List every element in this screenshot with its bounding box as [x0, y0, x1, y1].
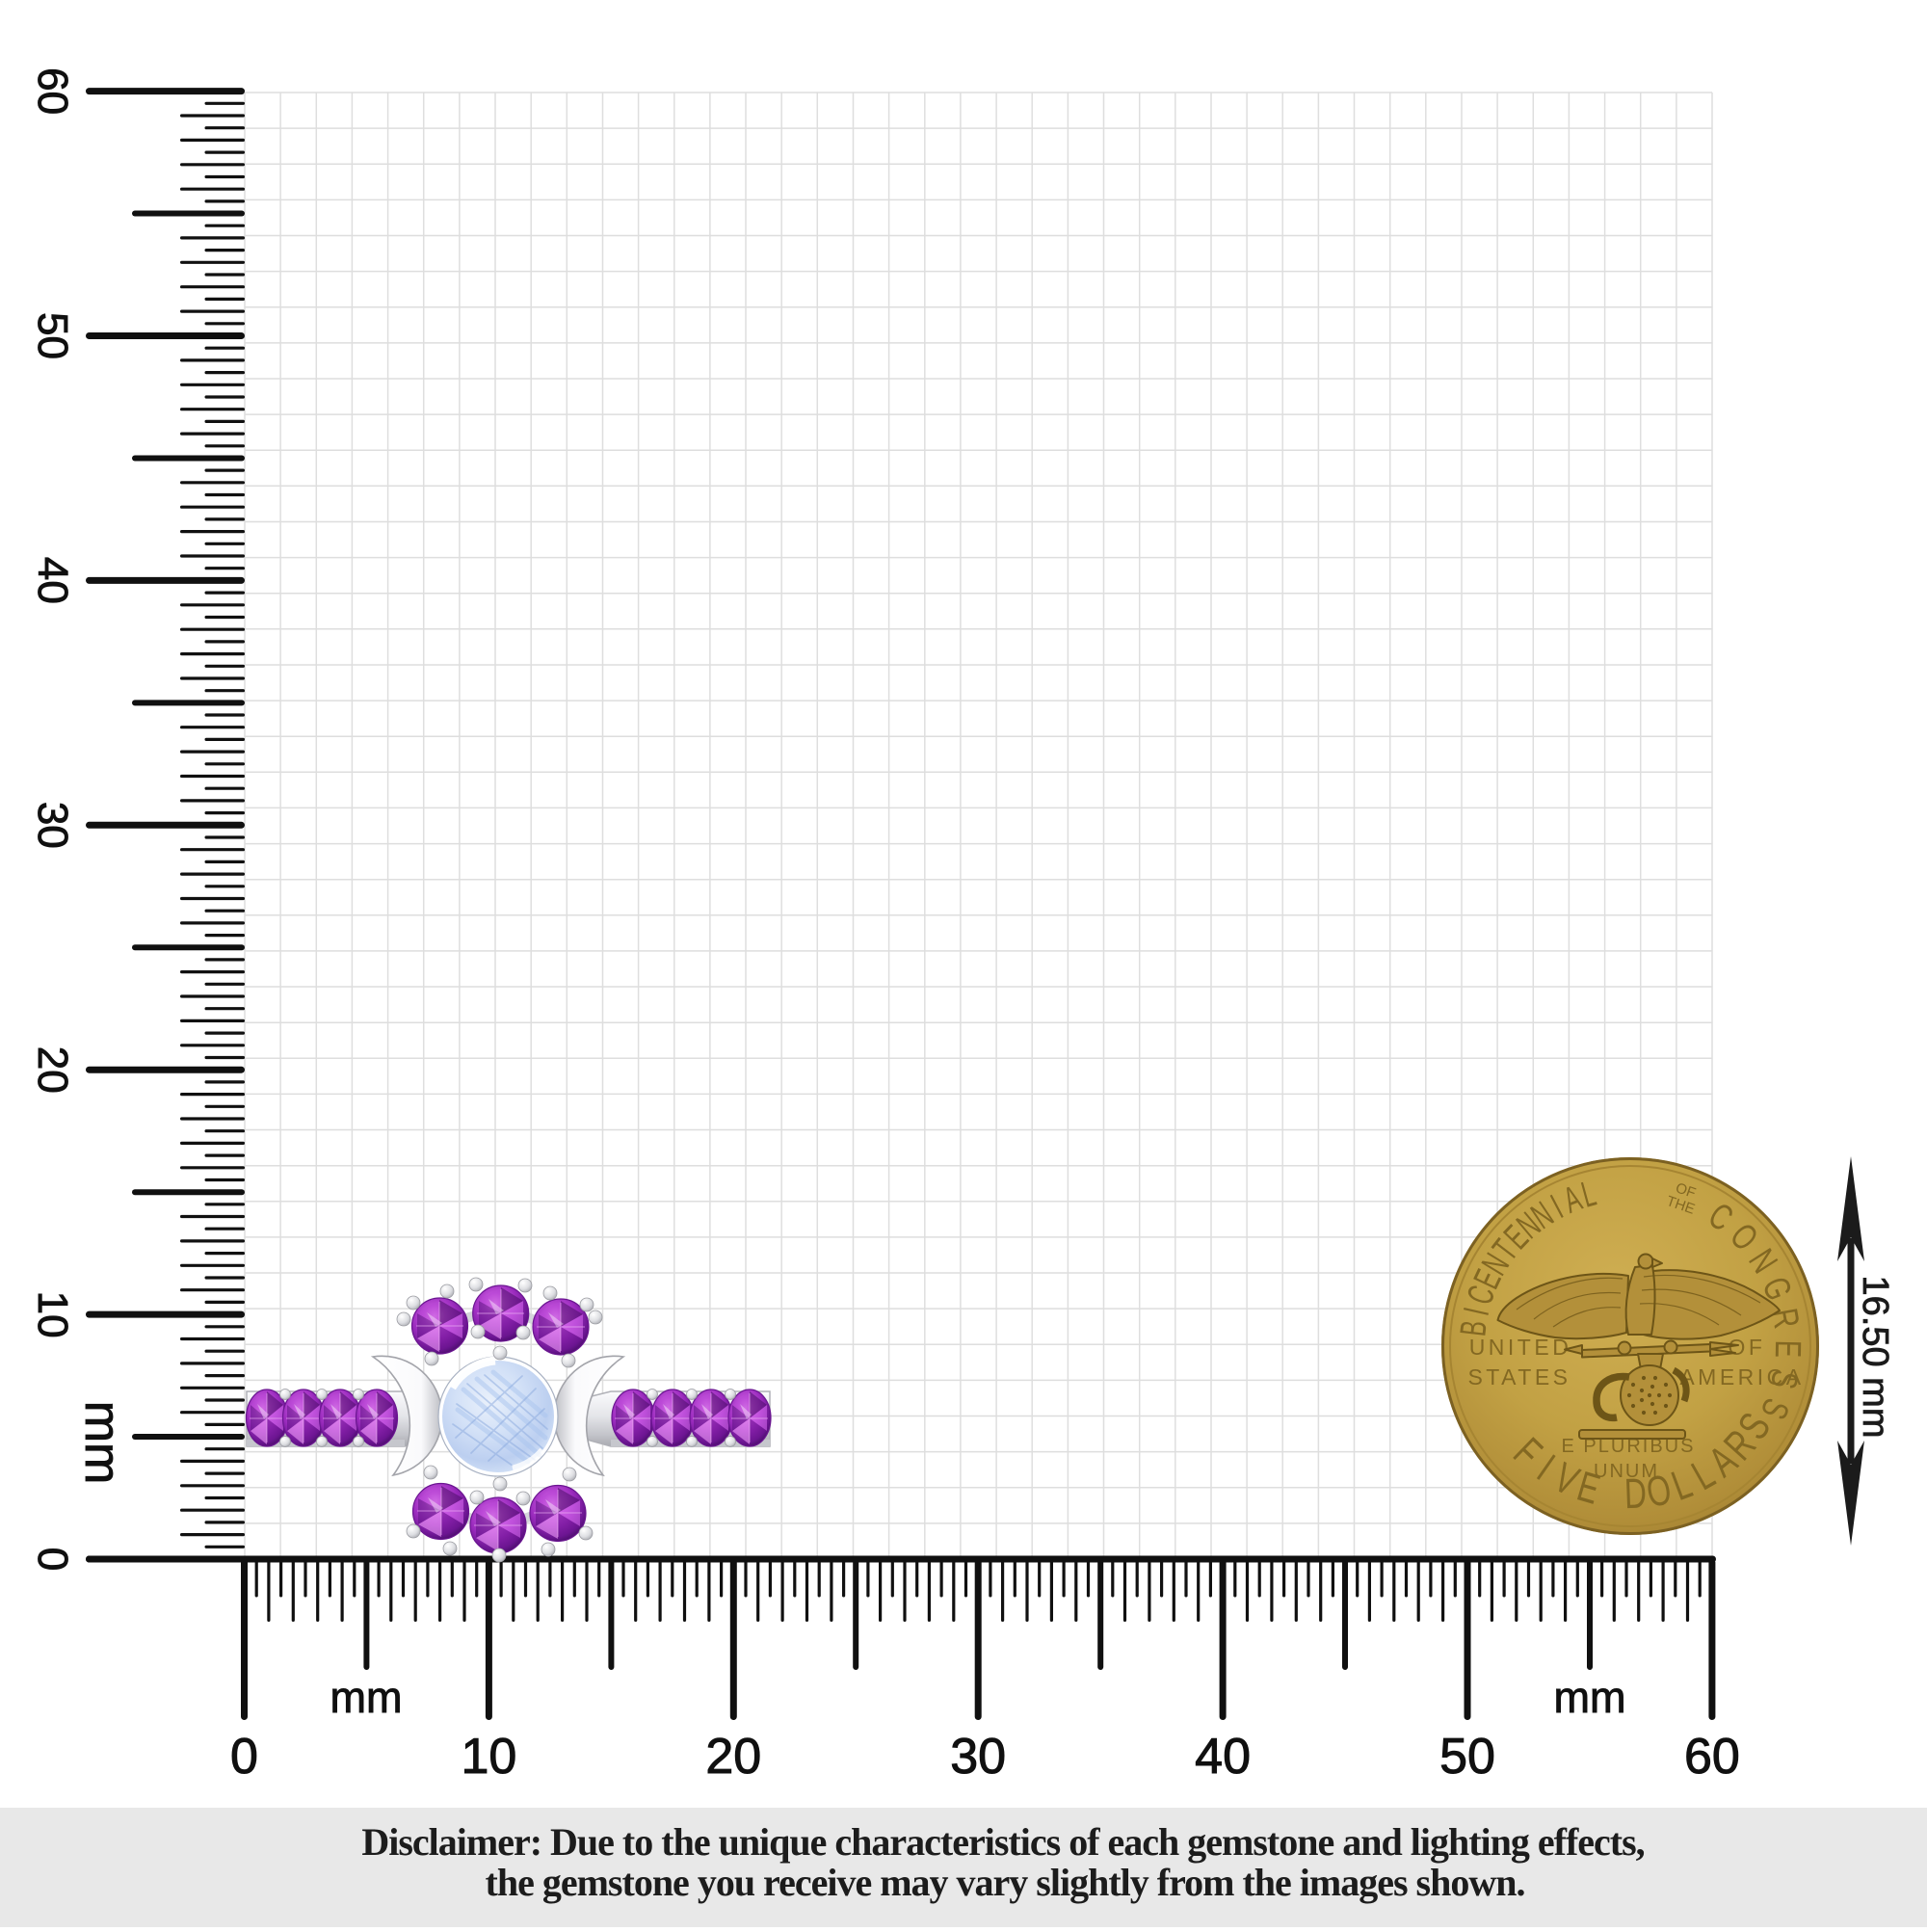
svg-text:16.50 mm: 16.50 mm: [1855, 1276, 1895, 1439]
svg-text:UNUM: UNUM: [1594, 1461, 1659, 1482]
svg-text:20: 20: [29, 1046, 76, 1094]
svg-text:UNITED: UNITED: [1469, 1335, 1572, 1360]
svg-text:60: 60: [29, 67, 76, 115]
svg-text:0: 0: [29, 1548, 76, 1571]
svg-text:E PLURIBUS: E PLURIBUS: [1562, 1436, 1696, 1457]
svg-text:30: 30: [950, 1729, 1006, 1785]
svg-text:40: 40: [1195, 1729, 1251, 1785]
svg-text:40: 40: [29, 557, 76, 604]
svg-text:the gemstone you receive may v: the gemstone you receive may vary slight…: [486, 1861, 1525, 1904]
svg-text:30: 30: [29, 802, 76, 849]
svg-text:AMERICA: AMERICA: [1679, 1364, 1804, 1389]
svg-text:mm: mm: [1554, 1673, 1626, 1722]
svg-text:0: 0: [230, 1729, 258, 1785]
svg-text:60: 60: [1684, 1729, 1740, 1785]
svg-text:mm: mm: [74, 1401, 130, 1485]
svg-text:50: 50: [1439, 1729, 1495, 1785]
svg-text:mm: mm: [330, 1673, 403, 1722]
svg-text:20: 20: [705, 1729, 761, 1785]
svg-text:Disclaimer: Due to the unique: Disclaimer: Due to the unique characteri…: [361, 1820, 1644, 1864]
svg-text:B: B: [1451, 1318, 1494, 1338]
svg-text:STATES: STATES: [1467, 1364, 1571, 1389]
svg-text:OF: OF: [1729, 1335, 1766, 1360]
svg-text:OF: OF: [1674, 1179, 1698, 1202]
svg-text:10: 10: [461, 1729, 516, 1785]
svg-text:50: 50: [29, 312, 76, 359]
svg-text:E: E: [1767, 1339, 1808, 1358]
svg-text:10: 10: [29, 1291, 76, 1338]
svg-text:D: D: [1623, 1470, 1648, 1519]
